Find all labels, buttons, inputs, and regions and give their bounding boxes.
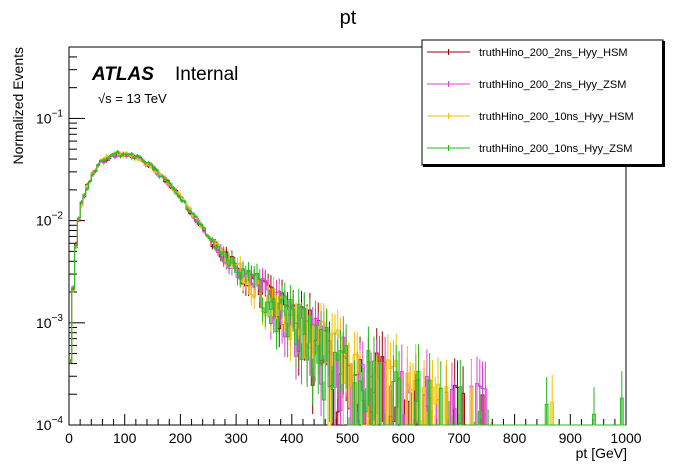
legend-entry: truthHino_200_2ns_Hyy_ZSM: [427, 79, 626, 91]
x-tick-label: 100: [113, 430, 137, 446]
x-tick-label: 800: [503, 430, 527, 446]
legend-label: truthHino_200_10ns_Hyy_HSM: [479, 111, 634, 123]
internal-label: Internal: [175, 64, 238, 85]
y-axis-label: Normalized Events: [10, 47, 26, 165]
x-tick-label: 300: [224, 430, 248, 446]
legend: truthHino_200_2ns_Hyy_HSM truthHino_200_2…: [421, 39, 665, 167]
y-tick-label: 10−1: [36, 108, 63, 126]
x-tick-label: 1000: [610, 430, 641, 446]
energy-value: = 13 TeV: [112, 91, 167, 106]
x-tick-label: 200: [169, 430, 193, 446]
histogram-line: [69, 151, 626, 426]
x-axis-label: pt [GeV]: [576, 445, 627, 461]
y-tick-label: 10−4: [36, 415, 63, 433]
x-tick-label: 900: [559, 430, 583, 446]
histogram-series: [69, 149, 626, 426]
y-tick-label: 10−2: [36, 211, 63, 229]
series-truthHino_200_10ns_Hyy_ZSM: [69, 149, 626, 426]
atlas-label: ATLAS: [91, 64, 154, 85]
legend-label: truthHino_200_2ns_Hyy_HSM: [479, 47, 628, 59]
legend-entry: truthHino_200_2ns_Hyy_HSM: [427, 47, 628, 59]
x-tick-label: 700: [447, 430, 471, 446]
axis-tick-labels: 0 100 200 300 400 500 600 700 800 900 1000 10−1 10−2…: [36, 108, 642, 446]
x-tick-label: 500: [336, 430, 360, 446]
x-tick-label: 600: [392, 430, 416, 446]
y-tick-label: 10−3: [36, 313, 63, 331]
x-tick-label: 400: [280, 430, 304, 446]
legend-entry: truthHino_200_10ns_Hyy_HSM: [427, 111, 634, 123]
legend-label: truthHino_200_2ns_Hyy_ZSM: [479, 79, 626, 91]
legend-entry: truthHino_200_10ns_Hyy_ZSM: [427, 143, 632, 155]
chart-title: pt: [340, 7, 357, 29]
energy-label: √s = 13 TeV: [98, 91, 167, 106]
legend-label: truthHino_200_10ns_Hyy_ZSM: [479, 143, 632, 155]
x-tick-label: 0: [65, 430, 73, 446]
energy-sqrt: √s: [98, 91, 112, 106]
